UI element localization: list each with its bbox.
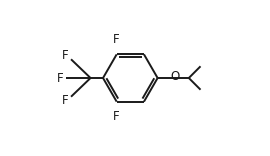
Text: O: O	[170, 70, 179, 83]
Text: F: F	[57, 71, 64, 85]
Text: F: F	[62, 49, 69, 62]
Text: F: F	[113, 110, 120, 123]
Text: F: F	[113, 33, 120, 46]
Text: F: F	[62, 94, 69, 107]
